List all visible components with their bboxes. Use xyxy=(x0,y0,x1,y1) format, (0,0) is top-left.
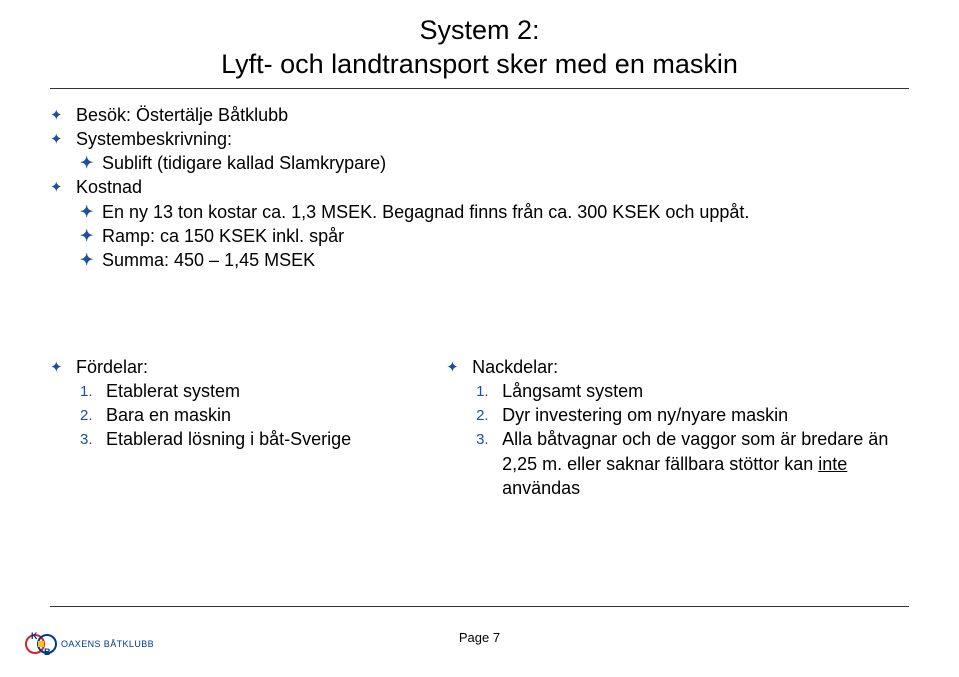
main-content: ✦ Besök: Östertälje Båtklubb ✦ Systembes… xyxy=(50,103,909,501)
slide-title: System 2: Lyft- och landtransport sker m… xyxy=(50,14,909,82)
bullet-text: Besök: Östertälje Båtklubb xyxy=(76,103,288,127)
list-item: 3. Etablerad lösning i båt-Sverige xyxy=(80,427,406,451)
plus-icon: ✦ xyxy=(80,151,102,175)
cons-column: ✦ Nackdelar: 1. Långsamt system 2. Dyr i… xyxy=(446,355,909,501)
list-number: 1. xyxy=(476,379,502,402)
logo-icon: K B xyxy=(24,629,58,659)
sub-bullet-item: ✦ Sublift (tidigare kallad Slamkrypare) xyxy=(80,151,909,175)
footer-logo: K B OAXENS BÅTKLUBB xyxy=(24,629,154,659)
plus-icon: ✦ xyxy=(80,248,102,272)
list-item: 1. Långsamt system xyxy=(476,379,909,403)
plus-icon: ✦ xyxy=(80,224,102,248)
star-icon: ✦ xyxy=(50,355,76,378)
star-icon: ✦ xyxy=(446,355,472,378)
pros-title: Fördelar: xyxy=(76,355,148,379)
con-underline: inte xyxy=(818,454,847,474)
pros-column: ✦ Fördelar: 1. Etablerat system 2. Bara … xyxy=(50,355,406,501)
star-icon: ✦ xyxy=(50,175,76,198)
bullet-text: Systembeskrivning: xyxy=(76,127,232,151)
sub-bullet-item: ✦ En ny 13 ton kostar ca. 1,3 MSEK. Bega… xyxy=(80,200,909,224)
sub-bullet-text: Ramp: ca 150 KSEK inkl. spår xyxy=(102,224,344,248)
con-text: Alla båtvagnar och de vaggor som är bred… xyxy=(502,427,909,500)
con-text: Dyr investering om ny/nyare maskin xyxy=(502,403,788,427)
list-number: 3. xyxy=(80,427,106,450)
list-item: 2. Dyr investering om ny/nyare maskin xyxy=(476,403,909,427)
bullet-text: Kostnad xyxy=(76,175,142,199)
pro-text: Etablerat system xyxy=(106,379,240,403)
footer-divider xyxy=(50,606,909,607)
con-post: användas xyxy=(502,478,580,498)
plus-icon: ✦ xyxy=(80,200,102,224)
title-divider xyxy=(50,88,909,89)
bullet-item: ✦ Kostnad xyxy=(50,175,909,199)
pro-text: Bara en maskin xyxy=(106,403,231,427)
svg-text:B: B xyxy=(44,647,51,657)
bullet-item: ✦ Besök: Östertälje Båtklubb xyxy=(50,103,909,127)
sub-bullet-text: Sublift (tidigare kallad Slamkrypare) xyxy=(102,151,386,175)
list-number: 3. xyxy=(476,427,502,450)
list-number: 1. xyxy=(80,379,106,402)
sub-bullet-item: ✦ Summa: 450 – 1,45 MSEK xyxy=(80,248,909,272)
sub-bullet-item: ✦ Ramp: ca 150 KSEK inkl. spår xyxy=(80,224,909,248)
bullet-item: ✦ Systembeskrivning: xyxy=(50,127,909,151)
svg-text:K: K xyxy=(31,631,38,641)
con-text: Långsamt system xyxy=(502,379,643,403)
list-number: 2. xyxy=(476,403,502,426)
list-item: 1. Etablerat system xyxy=(80,379,406,403)
cons-header: ✦ Nackdelar: xyxy=(446,355,909,379)
list-item: 2. Bara en maskin xyxy=(80,403,406,427)
pros-header: ✦ Fördelar: xyxy=(50,355,406,379)
title-line2: Lyft- och landtransport sker med en mask… xyxy=(221,49,738,79)
title-line1: System 2: xyxy=(419,15,539,45)
sub-bullet-text: En ny 13 ton kostar ca. 1,3 MSEK. Begagn… xyxy=(102,200,749,224)
sub-bullet-text: Summa: 450 – 1,45 MSEK xyxy=(102,248,315,272)
star-icon: ✦ xyxy=(50,103,76,126)
list-number: 2. xyxy=(80,403,106,426)
star-icon: ✦ xyxy=(50,127,76,150)
list-item: 3. Alla båtvagnar och de vaggor som är b… xyxy=(476,427,909,500)
pro-text: Etablerad lösning i båt-Sverige xyxy=(106,427,351,451)
two-columns: ✦ Fördelar: 1. Etablerat system 2. Bara … xyxy=(50,355,909,501)
slide: System 2: Lyft- och landtransport sker m… xyxy=(0,0,959,677)
logo-text: OAXENS BÅTKLUBB xyxy=(61,639,154,649)
cons-title: Nackdelar: xyxy=(472,355,558,379)
